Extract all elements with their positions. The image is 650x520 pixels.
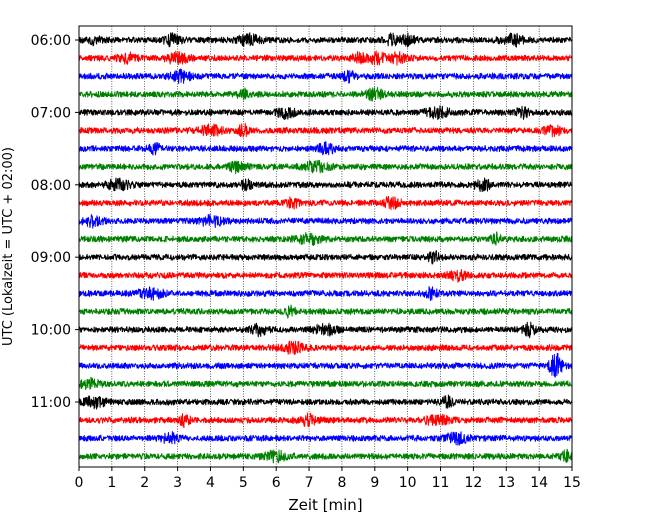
x-tick-label: 9	[370, 475, 379, 491]
x-tick-label: 10	[399, 475, 417, 491]
y-tick-label: 09:00	[31, 250, 71, 266]
trace-0730	[78, 141, 573, 156]
trace-1145	[78, 448, 573, 464]
trace-group	[78, 32, 573, 464]
x-tick-label: 4	[206, 475, 215, 491]
trace-1045	[78, 376, 573, 390]
x-axis-title: Zeit [min]	[288, 496, 362, 514]
trace-0930	[78, 286, 573, 302]
trace-0800	[78, 177, 573, 193]
x-tick-label: 11	[432, 475, 450, 491]
trace-1100	[78, 394, 573, 410]
x-tick-label: 8	[337, 475, 346, 491]
trace-1130	[78, 431, 573, 446]
y-tick-label: 06:00	[31, 33, 71, 49]
y-tick-label: 10:00	[31, 323, 71, 339]
x-tick-label: 5	[239, 475, 248, 491]
x-axis: 0 1 2 3 4 5 6 7 8 9 10 11 12 13 14 15	[75, 467, 581, 491]
trace-0630	[78, 68, 573, 84]
plot-frame	[78, 25, 573, 468]
trace-1000	[78, 321, 573, 339]
x-tick-label: 0	[75, 475, 84, 491]
trace-0715	[78, 122, 573, 138]
trace-0645	[78, 87, 573, 102]
trace-0615	[78, 50, 573, 66]
trace-1015	[78, 340, 573, 355]
x-tick-label: 15	[563, 475, 581, 491]
trace-0945	[78, 304, 573, 319]
y-axis: 06:00 07:00 08:00 09:00 10:00 11:00	[31, 33, 79, 411]
x-tick-label: 6	[272, 475, 281, 491]
y-tick-label: 08:00	[31, 178, 71, 194]
y-tick-label: 11:00	[31, 395, 71, 411]
y-tick-label: 07:00	[31, 105, 71, 121]
x-tick-label: 2	[140, 475, 149, 491]
y-axis-title: UTC (Lokalzeit = UTC + 02:00)	[1, 147, 16, 346]
trace-0830	[78, 213, 573, 229]
trace-0915	[78, 269, 573, 283]
trace-0700	[78, 105, 573, 121]
x-tick-label: 13	[497, 475, 515, 491]
trace-1030	[78, 352, 573, 378]
x-tick-label: 7	[305, 475, 314, 491]
grid-lines	[111, 26, 540, 467]
x-tick-label: 1	[107, 475, 116, 491]
trace-0900	[78, 250, 573, 265]
trace-0815	[78, 196, 573, 211]
x-tick-label: 3	[173, 475, 182, 491]
trace-0745	[78, 159, 573, 175]
x-tick-label: 12	[464, 475, 482, 491]
x-tick-label: 14	[530, 475, 548, 491]
trace-1115	[78, 412, 573, 429]
trace-0845	[78, 231, 573, 247]
trace-0600	[78, 32, 573, 48]
